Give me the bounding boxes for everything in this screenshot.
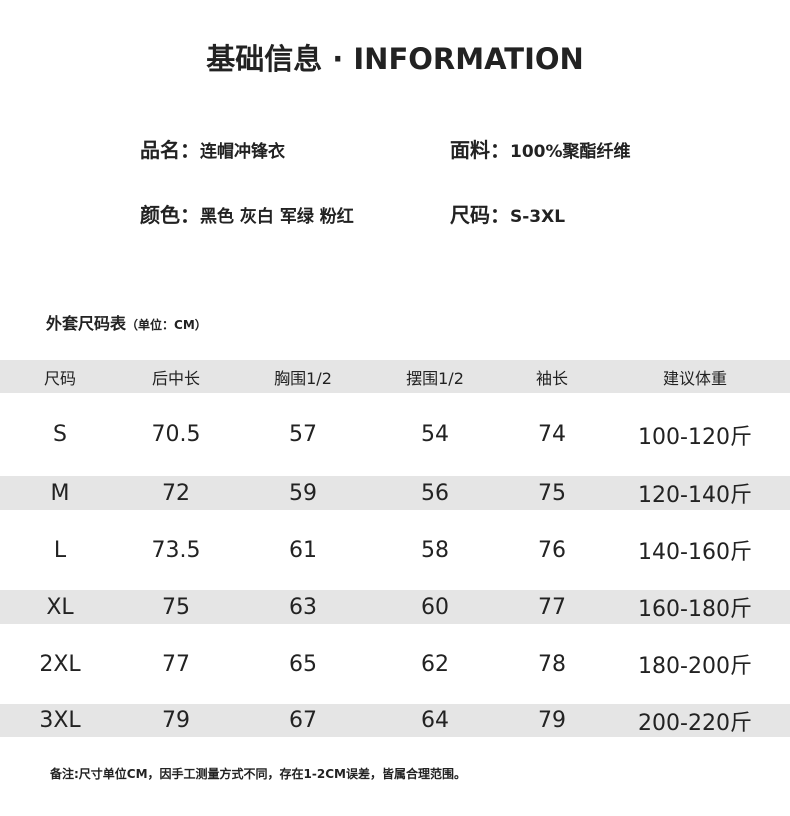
table-cell: 76	[538, 537, 566, 563]
table-cell: 180-200斤	[638, 654, 752, 679]
table-cell: 63	[289, 594, 317, 620]
table-row: M 72 59 56 75 120-140斤	[0, 476, 790, 510]
table-cell: 79	[538, 708, 566, 733]
info-value: 连帽冲锋衣	[200, 142, 285, 162]
info-value: 黑色 灰白 军绿 粉红	[200, 207, 354, 227]
table-header-row: 尺码 后中长 胸围1/2 摆围1/2 袖长 建议体重	[0, 360, 790, 393]
header-cell: 袖长	[535, 368, 569, 388]
page-title: 基础信息 · INFORMATION	[206, 42, 584, 76]
table-cell: 75	[538, 480, 566, 506]
table-cell: 160-180斤	[638, 597, 752, 622]
table-cell: 2XL	[39, 651, 81, 677]
table-cell: S	[53, 422, 67, 447]
table-cell: 77	[162, 651, 190, 677]
table-cell: 64	[421, 708, 449, 733]
info-color: 颜色：黑色 灰白 军绿 粉红	[140, 199, 354, 228]
table-cell: 54	[421, 422, 449, 447]
table-cell: 65	[289, 651, 317, 677]
info-label: 面料：	[450, 138, 510, 162]
table-cell: 120-140斤	[638, 483, 752, 508]
header-cell: 摆围1/2	[406, 368, 464, 388]
table-row: S 70.5 57 54 74 100-120斤	[0, 393, 790, 476]
info-label: 品名：	[140, 138, 200, 162]
table-row: XL 75 63 60 77 160-180斤	[0, 590, 790, 624]
table-cell: 58	[421, 537, 449, 563]
table-cell: 59	[289, 480, 317, 506]
table-row: 2XL 77 65 62 78 180-200斤	[0, 624, 790, 704]
info-fabric: 面料：100%聚酯纤维	[450, 134, 631, 163]
header-cell: 尺码	[43, 368, 77, 388]
table-cell: 72	[162, 480, 190, 506]
info-value: 100%聚酯纤维	[510, 142, 631, 162]
table-row: L 73.5 61 58 76 140-160斤	[0, 510, 790, 590]
table-row: 3XL 79 67 64 79 200-220斤	[0, 704, 790, 737]
info-value: S-3XL	[510, 207, 566, 227]
table-cell: 74	[538, 422, 566, 447]
table-cell: 75	[162, 594, 190, 620]
info-size: 尺码：S-3XL	[450, 199, 565, 228]
info-label: 颜色：	[140, 203, 200, 227]
table-cell: 62	[421, 651, 449, 677]
header-cell: 胸围1/2	[274, 368, 332, 388]
table-cell: 70.5	[151, 422, 201, 447]
footnote: 备注:尺寸单位CM，因手工测量方式不同，存在1-2CM误差，皆属合理范围。	[50, 767, 466, 781]
table-cell: XL	[46, 594, 74, 620]
table-title-text: 外套尺码表	[46, 314, 127, 333]
table-cell: 100-120斤	[638, 424, 752, 450]
table-unit: （单位：CM）	[126, 318, 207, 332]
header-cell: 建议体重	[662, 368, 728, 388]
info-name: 品名：连帽冲锋衣	[140, 134, 285, 163]
table-cell: 140-160斤	[638, 540, 752, 565]
table-cell: 73.5	[151, 537, 201, 563]
table-cell: L	[53, 537, 67, 563]
table-cell: 77	[538, 594, 566, 620]
info-label: 尺码：	[450, 203, 510, 227]
header-cell: 后中长	[151, 368, 201, 388]
table-cell: 3XL	[39, 708, 81, 733]
table-cell: 60	[421, 594, 449, 620]
table-cell: M	[50, 480, 70, 506]
table-cell: 78	[538, 651, 566, 677]
table-cell: 67	[289, 708, 317, 733]
table-cell: 79	[162, 708, 190, 733]
table-cell: 200-220斤	[638, 710, 752, 736]
table-cell: 61	[289, 537, 317, 563]
table-title: 外套尺码表（单位：CM）	[46, 310, 207, 334]
table-cell: 57	[289, 422, 317, 447]
table-cell: 56	[421, 480, 449, 506]
